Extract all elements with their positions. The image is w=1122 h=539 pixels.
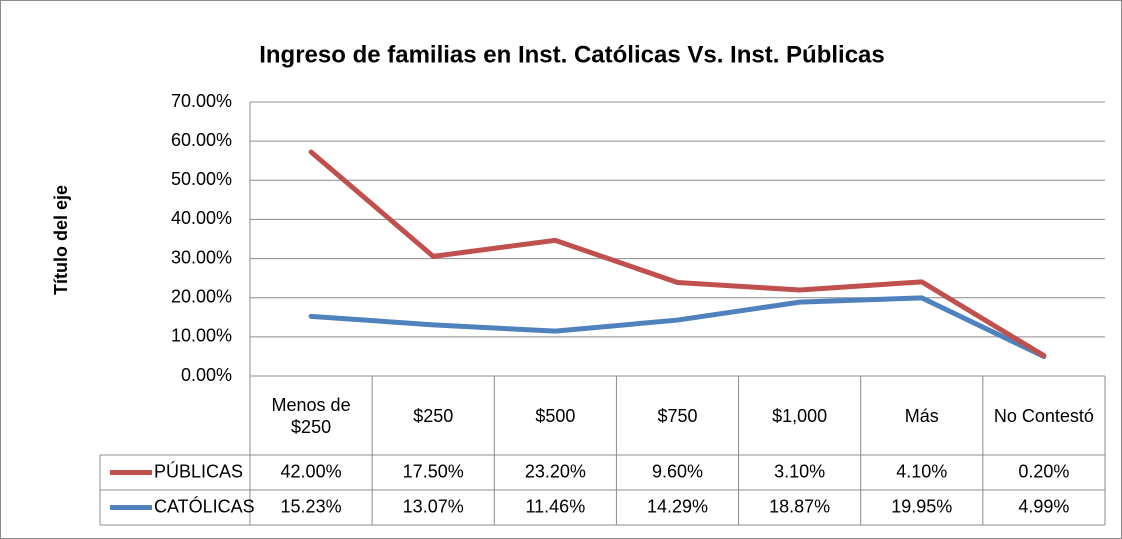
y-tick-label: 40.00% [171,208,232,228]
table-value: 0.20% [1018,461,1069,481]
y-tick-label: 10.00% [171,326,232,346]
legend-label: PÚBLICAS [154,460,243,481]
table-value: 4.10% [896,461,947,481]
table-value: 19.95% [891,496,952,516]
y-tick-label: 30.00% [171,247,232,267]
table-value: 14.29% [647,496,708,516]
table-value: 42.00% [281,461,342,481]
table-value: 15.23% [281,496,342,516]
x-tick-label: Más [904,405,939,426]
table-value: 23.20% [525,461,586,481]
x-tick-label-box: No Contestó [993,405,1094,426]
y-axis-title: Título del eje [51,185,71,295]
y-tick-label: 0.00% [181,365,232,385]
y-tick-label: 20.00% [171,286,232,306]
y-tick-label: 60.00% [171,130,232,150]
y-tick-label: 70.00% [171,91,232,111]
table-value: 9.60% [652,461,703,481]
x-tick-label-box: $500 [535,405,576,426]
table-value: 3.10% [774,461,825,481]
x-tick-label: Menos de $250 [271,394,351,437]
x-tick-label: $250 [413,405,454,426]
table-value: 11.46% [525,496,585,516]
x-tick-label: $750 [657,405,698,426]
table-value: 17.50% [403,461,464,481]
table-value: 4.99% [1018,496,1069,516]
x-tick-label-box: Más [904,405,939,426]
table-value: 18.87% [769,496,830,516]
chart-title: Ingreso de familias en Inst. Católicas V… [259,41,885,68]
x-tick-label: $500 [535,405,576,426]
x-tick-label: No Contestó [993,405,1094,426]
x-tick-label-box: $750 [657,405,698,426]
y-tick-label: 50.00% [171,169,232,189]
x-tick-label-box: $250 [413,405,454,426]
x-tick-label-box: Menos de $250 [271,394,351,437]
series-line [308,149,1047,359]
x-tick-label-box: $1,000 [772,405,828,426]
legend-label: CATÓLICAS [154,495,255,516]
series-line [308,295,1047,359]
table-value: 13.07% [403,496,464,516]
x-tick-label: $1,000 [772,405,828,426]
